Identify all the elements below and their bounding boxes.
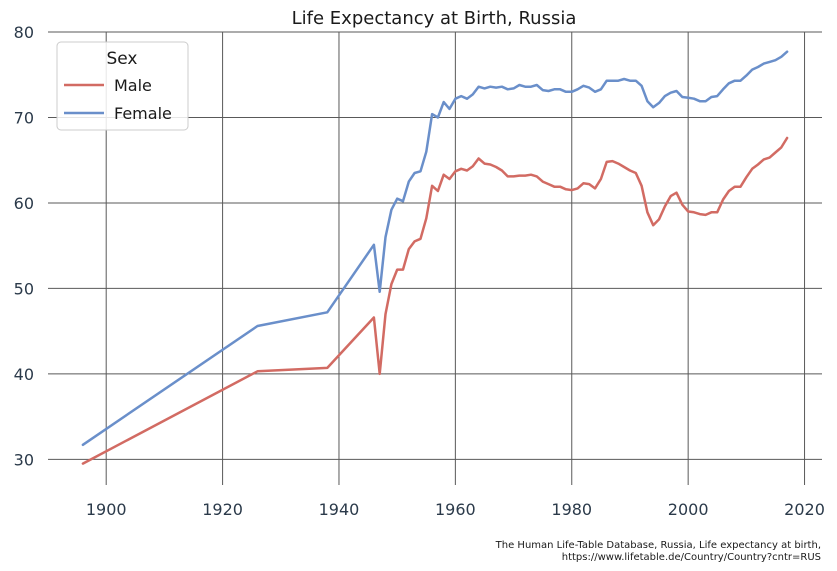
legend-label-female: Female [114,104,172,123]
legend-title: Sex [106,49,137,69]
y-tick-labels: 30 40 50 60 70 80 [14,23,34,469]
source-line-2: https://www.lifetable.de/Country/Country… [562,552,821,563]
source-line-1: The Human Life-Table Database, Russia, L… [495,540,821,551]
x-gridlines [105,32,806,485]
legend-box [56,41,189,131]
x-tick-label-1900: 1900 [86,500,127,519]
y-tick-label-50: 50 [14,279,34,298]
series-line-male [81,136,789,465]
x-tick-label-1980: 1980 [551,500,592,519]
series-line-female [81,50,789,447]
y-tick-label-70: 70 [14,108,34,127]
x-tick-label-1920: 1920 [202,500,243,519]
y-tick-label-40: 40 [14,365,34,384]
y-tick-label-80: 80 [14,23,34,42]
x-tick-labels: 1900 1920 1940 1960 1980 2000 2020 [86,500,825,519]
x-tick-label-1960: 1960 [435,500,476,519]
legend: Sex Male Female [56,41,189,131]
y-tick-label-30: 30 [14,450,34,469]
x-tick-label-1940: 1940 [319,500,360,519]
series-lines [81,50,789,465]
x-tick-label-2020: 2020 [784,500,825,519]
chart-title: Life Expectancy at Birth, Russia [292,8,577,29]
y-tick-label-60: 60 [14,194,34,213]
legend-label-male: Male [114,76,152,95]
x-tick-label-2000: 2000 [668,500,709,519]
